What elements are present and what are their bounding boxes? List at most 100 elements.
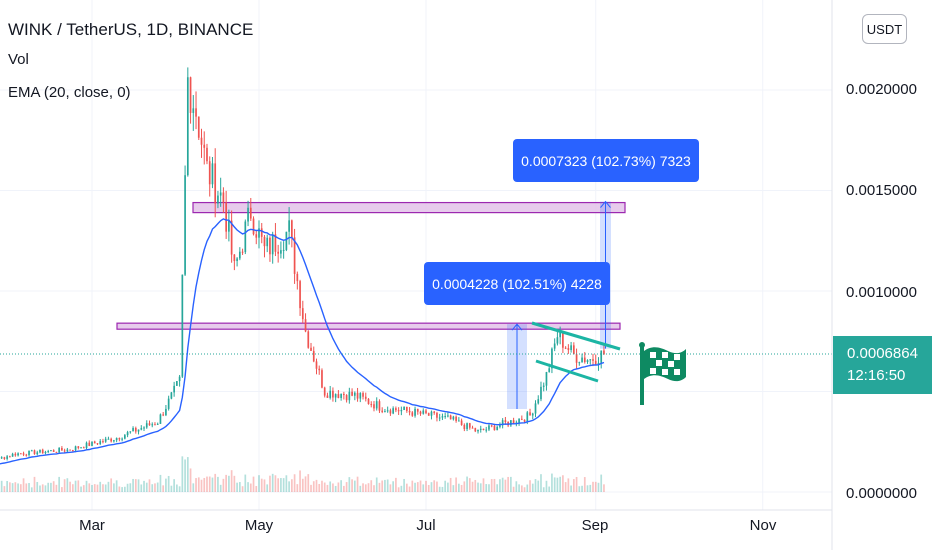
candle bbox=[329, 385, 332, 400]
volume-bar bbox=[551, 473, 553, 492]
volume-bar bbox=[466, 476, 468, 492]
triangle-pattern-lines[interactable] bbox=[531, 321, 621, 383]
volume-bar bbox=[52, 481, 55, 492]
volume-bar bbox=[501, 477, 504, 492]
volume-bar bbox=[88, 483, 91, 492]
volume-bar bbox=[586, 485, 589, 492]
ema-legend[interactable]: EMA (20, close, 0) bbox=[8, 84, 131, 101]
candle bbox=[310, 342, 312, 351]
candle bbox=[474, 427, 477, 433]
volume-bar bbox=[534, 479, 537, 492]
candle bbox=[545, 371, 548, 391]
volume-bar bbox=[523, 487, 526, 492]
volume-bar bbox=[238, 482, 241, 492]
candle bbox=[520, 415, 523, 421]
volume-bar bbox=[603, 484, 605, 492]
candle bbox=[236, 257, 238, 267]
candle bbox=[348, 387, 351, 404]
volume-bar bbox=[258, 475, 260, 492]
volume-bar bbox=[77, 480, 80, 492]
volume-bar bbox=[575, 476, 578, 492]
volume-bar bbox=[312, 481, 315, 492]
volume-bar bbox=[17, 483, 19, 492]
volume-bar bbox=[572, 479, 575, 492]
resistance-zones[interactable] bbox=[116, 201, 626, 330]
volume-bar bbox=[384, 479, 386, 492]
candle bbox=[411, 411, 414, 417]
candle bbox=[285, 231, 288, 252]
candle bbox=[61, 446, 63, 451]
candle bbox=[572, 342, 575, 355]
volume-bar bbox=[230, 470, 233, 492]
volume-bar bbox=[499, 479, 501, 492]
measure-label-large[interactable]: 0.0007323 (102.73%) 7323 bbox=[513, 139, 699, 182]
measure-label-small[interactable]: 0.0004228 (102.51%) 4228 bbox=[424, 262, 610, 305]
candle bbox=[124, 433, 126, 440]
candle bbox=[47, 449, 50, 454]
currency-button[interactable]: USDT bbox=[862, 14, 907, 44]
candle bbox=[318, 365, 321, 375]
candle bbox=[359, 392, 362, 403]
candle bbox=[58, 447, 60, 454]
candle bbox=[249, 197, 252, 221]
candle bbox=[244, 219, 247, 255]
volume-bar bbox=[173, 479, 175, 492]
candle bbox=[14, 452, 17, 457]
volume-bar bbox=[217, 476, 219, 492]
candle bbox=[211, 157, 214, 189]
candle bbox=[477, 429, 479, 434]
candle bbox=[3, 456, 6, 460]
volume-bar bbox=[455, 477, 457, 492]
volume-bar bbox=[441, 486, 444, 492]
candle bbox=[562, 331, 564, 354]
candle bbox=[323, 386, 326, 398]
volume-bar bbox=[63, 479, 66, 492]
candle bbox=[195, 91, 197, 130]
volume-bar bbox=[400, 485, 403, 492]
candle bbox=[269, 236, 271, 262]
volume-bar bbox=[118, 486, 121, 492]
candle bbox=[0, 456, 3, 460]
candle bbox=[39, 449, 41, 454]
volume-bar bbox=[104, 484, 107, 492]
candle bbox=[296, 271, 299, 290]
candle bbox=[99, 439, 102, 446]
volume-bar bbox=[323, 482, 326, 492]
volume-bar bbox=[553, 477, 556, 492]
volume-bar bbox=[233, 475, 236, 492]
candle bbox=[556, 331, 559, 346]
volume-bar bbox=[392, 481, 394, 492]
candle bbox=[312, 346, 315, 363]
volume-bar bbox=[99, 481, 102, 492]
volume-bar bbox=[510, 476, 512, 492]
candle bbox=[578, 361, 581, 366]
symbol-title[interactable]: WINK / TetherUS, 1D, BINANCE bbox=[8, 20, 254, 39]
volume-bar bbox=[594, 481, 597, 492]
volume-bar bbox=[329, 481, 332, 492]
candle bbox=[189, 76, 192, 124]
volume-bar bbox=[107, 481, 110, 492]
candle bbox=[397, 407, 400, 415]
volume-bar bbox=[490, 479, 493, 492]
volume-bar bbox=[69, 481, 71, 492]
candle bbox=[356, 387, 359, 402]
candle bbox=[167, 395, 170, 411]
candle bbox=[143, 426, 145, 432]
volume-bar bbox=[113, 483, 115, 492]
volume-bar bbox=[154, 483, 156, 492]
volume-bar bbox=[184, 459, 186, 492]
candle bbox=[85, 441, 88, 450]
volume-bar bbox=[170, 485, 173, 492]
x-tick-label: Nov bbox=[749, 517, 777, 534]
candle bbox=[238, 247, 241, 261]
x-tick-label: May bbox=[244, 517, 274, 534]
volume-bar bbox=[471, 481, 474, 492]
volume-bar bbox=[121, 487, 123, 492]
volume-bar bbox=[206, 476, 208, 492]
volume-bar bbox=[176, 484, 178, 492]
volume-legend[interactable]: Vol bbox=[8, 51, 29, 68]
candle bbox=[11, 452, 14, 457]
volume-bar bbox=[438, 486, 441, 492]
volume-bar bbox=[96, 484, 99, 492]
